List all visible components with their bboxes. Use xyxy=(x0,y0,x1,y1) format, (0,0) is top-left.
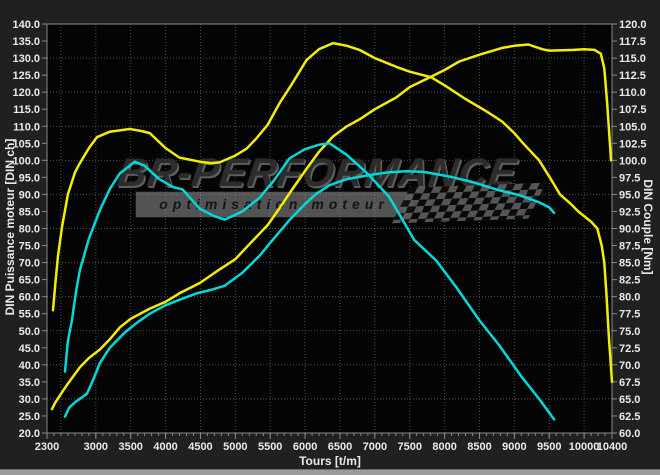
torque_yellow-curve xyxy=(51,41,614,384)
left-axis-tick-label: 65.0 xyxy=(19,275,40,287)
right-axis-tick-label: 77.5 xyxy=(619,309,640,321)
x-axis-tick-label: 8500 xyxy=(467,441,491,453)
right-axis-tick-label: 105.0 xyxy=(619,121,647,133)
left-axis-tick-label: 40.0 xyxy=(19,360,40,372)
left-axis-tick-label: 125.0 xyxy=(12,70,40,82)
x-axis-tick-label: 7500 xyxy=(397,441,421,453)
right-axis-tick-label: 72.5 xyxy=(619,343,640,355)
right-axis-tick-label: 85.0 xyxy=(619,258,640,270)
x-axis-tick-label: 4000 xyxy=(153,441,177,453)
right-axis-tick-label: 70.0 xyxy=(619,360,640,372)
left-axis-tick-label: 75.0 xyxy=(19,241,40,253)
right-axis-tick-label: 87.5 xyxy=(619,241,640,253)
right-axis-tick-label: 95.0 xyxy=(619,189,640,201)
left-axis-tick-label: 25.0 xyxy=(19,411,40,423)
power_cyan-curve xyxy=(63,169,556,418)
left-axis-tick-label: 35.0 xyxy=(19,377,40,389)
power_yellow-curve xyxy=(50,43,613,411)
x-axis-tick-label: 9000 xyxy=(502,441,526,453)
x-axis-tick-label: 10000 xyxy=(569,441,600,453)
left-axis-tick-label: 90.0 xyxy=(19,189,40,201)
right-axis-title: DIN Couple [Nm] xyxy=(641,179,655,275)
right-axis-tick-label: 97.5 xyxy=(619,172,640,184)
right-axis-tick-label: 115.0 xyxy=(619,53,646,65)
left-axis-tick-label: 130.0 xyxy=(12,53,40,65)
right-axis-tick-label: 60.0 xyxy=(619,428,640,440)
torque_cyan-curve xyxy=(63,142,556,421)
left-axis-tick-label: 55.0 xyxy=(19,309,40,321)
left-axis-tick-label: 50.0 xyxy=(19,326,40,338)
left-axis-tick-label: 30.0 xyxy=(19,394,40,406)
right-axis-tick-label: 120.0 xyxy=(619,19,647,31)
right-axis-tick-label: 80.0 xyxy=(619,292,640,304)
x-axis-tick-label: 6000 xyxy=(293,441,317,453)
left-axis-tick-label: 95.0 xyxy=(19,172,40,184)
left-axis-tick-label: 70.0 xyxy=(19,258,40,270)
x-axis-tick-label: 9500 xyxy=(537,441,561,453)
x-axis-tick-label: 7000 xyxy=(363,441,387,453)
x-axis-tick-label: 3000 xyxy=(84,441,108,453)
right-axis-tick-label: 107.5 xyxy=(619,104,647,116)
left-axis-tick-label: 110.0 xyxy=(13,121,40,133)
left-axis-title: DIN Puissance moteur [DIN ch] xyxy=(3,138,17,316)
left-axis-tick-label: 85.0 xyxy=(19,206,40,218)
x-axis-tick-label: 5000 xyxy=(223,441,247,453)
left-axis-tick-label: 100.0 xyxy=(12,155,40,167)
window-bottom-edge xyxy=(0,469,660,475)
x-axis-tick-label: 2300 xyxy=(35,441,59,453)
right-axis-tick-label: 62.5 xyxy=(619,411,640,423)
x-axis-tick-label: 3500 xyxy=(118,441,142,453)
left-axis-tick-label: 60.0 xyxy=(19,292,40,304)
right-axis-tick-label: 117.5 xyxy=(619,36,646,48)
left-axis-tick-label: 105.0 xyxy=(12,138,40,150)
left-axis-tick-label: 20.0 xyxy=(19,428,40,440)
right-axis-tick-label: 82.5 xyxy=(619,275,640,287)
right-axis-tick-label: 90.0 xyxy=(619,224,640,236)
x-axis-tick-label: 4500 xyxy=(188,441,212,453)
right-axis-tick-label: 110.0 xyxy=(619,87,646,99)
x-axis-tick-label: 8000 xyxy=(432,441,456,453)
x-axis-tick-label: 6500 xyxy=(328,441,352,453)
left-axis-tick-label: 120.0 xyxy=(12,87,40,99)
left-axis-tick-label: 80.0 xyxy=(19,224,40,236)
right-axis-tick-label: 102.5 xyxy=(619,138,647,150)
left-axis-tick-label: 135.0 xyxy=(12,36,40,48)
right-axis-tick-label: 92.5 xyxy=(619,206,640,218)
x-axis-tick-label: 10400 xyxy=(597,441,628,453)
x-axis-tick-label: 5500 xyxy=(258,441,282,453)
right-axis-tick-label: 100.0 xyxy=(619,155,647,167)
right-axis-tick-label: 67.5 xyxy=(619,377,640,389)
right-axis-tick-label: 112.5 xyxy=(619,70,646,82)
watermark-tagline-banner: optimisation moteur xyxy=(136,192,412,217)
left-axis-tick-label: 45.0 xyxy=(19,343,40,355)
x-axis-title: Tours [t/m] xyxy=(299,454,361,468)
right-axis-tick-label: 75.0 xyxy=(619,326,640,338)
left-axis-tick-label: 115.0 xyxy=(13,104,40,116)
right-axis-tick-label: 65.0 xyxy=(619,394,640,406)
left-axis-tick-label: 140.0 xyxy=(12,19,40,31)
